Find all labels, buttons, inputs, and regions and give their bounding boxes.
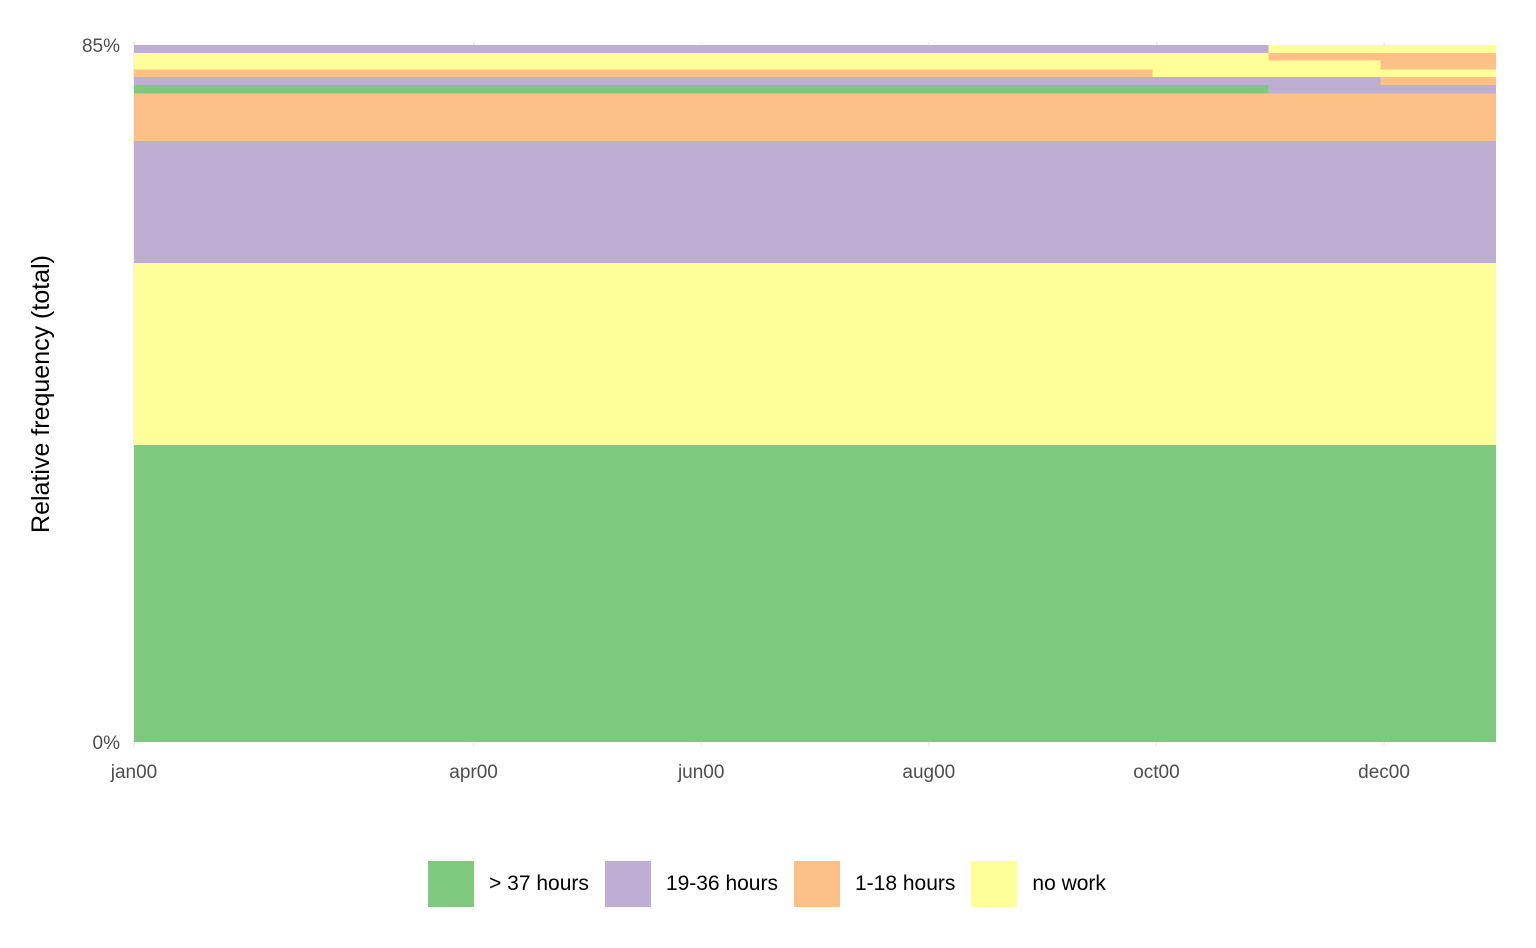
- x-tick-label: jan00: [110, 762, 158, 783]
- y-tick-label: 85%: [82, 36, 120, 57]
- legend: > 37 hours 19-36 hours 1-18 hours no work: [0, 860, 1536, 908]
- band-19-36-hours: [134, 140, 1496, 264]
- band-1-18-hours: [1268, 53, 1381, 61]
- legend-item-no-work: no work: [971, 861, 1108, 907]
- band-1-18-hours: [1380, 76, 1496, 86]
- y-axis-ticks: 0% 85%: [82, 36, 120, 754]
- x-tick-label: apr00: [449, 762, 498, 783]
- legend-swatch: [604, 861, 651, 907]
- band-19-36-hours: [1268, 85, 1496, 94]
- y-axis-title: Relative frequency (total): [27, 255, 55, 533]
- legend-label: no work: [1032, 872, 1106, 895]
- band-1-18-hours: [134, 93, 1496, 141]
- band-no-work: [134, 263, 1496, 446]
- legend-swatch: [793, 861, 840, 907]
- legend-swatch: [971, 861, 1018, 907]
- y-tick-label: 0%: [93, 733, 121, 754]
- band-37-hours: [134, 85, 1269, 94]
- band-1-18-hours: [134, 69, 1153, 77]
- legend-label: > 37 hours: [489, 872, 589, 895]
- x-tick-label: dec00: [1358, 762, 1410, 783]
- band-19-36-hours: [134, 45, 1269, 54]
- band-no-work: [1268, 60, 1381, 70]
- legend-item-19-36-hours: 19-36 hours: [604, 861, 780, 907]
- band-1-18-hours: [1380, 53, 1496, 70]
- x-tick-label: aug00: [902, 762, 955, 783]
- legend-swatch: [428, 861, 475, 907]
- x-tick-label: jun00: [677, 762, 725, 783]
- legend-item-37-hours: > 37 hours: [428, 861, 591, 907]
- x-axis-ticks: jan00 apr00 jun00 aug00 oct00 dec00: [110, 762, 1410, 783]
- band-no-work: [1152, 69, 1496, 77]
- chart-bands: [134, 45, 1496, 742]
- band-19-36-hours: [134, 76, 1381, 86]
- legend-label: 1-18 hours: [854, 872, 956, 895]
- band-37-hours: [134, 445, 1496, 742]
- band-no-work: [1268, 45, 1496, 54]
- band-no-work: [134, 53, 1269, 70]
- legend-label: 19-36 hours: [665, 872, 778, 895]
- x-tick-label: oct00: [1133, 762, 1179, 783]
- legend-item-1-18-hours: 1-18 hours: [793, 861, 957, 907]
